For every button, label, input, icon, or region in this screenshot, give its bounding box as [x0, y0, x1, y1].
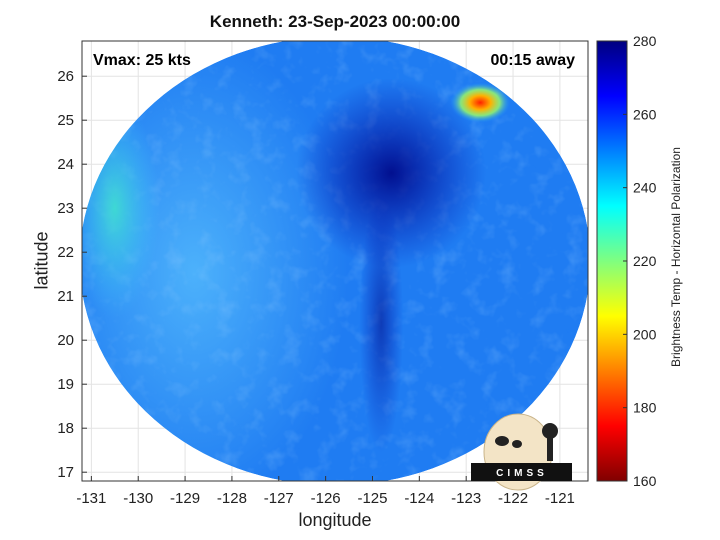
axes-frame	[81, 40, 589, 482]
x-tick-label: -122	[498, 490, 528, 507]
y-tick-label: 17	[57, 464, 74, 481]
swath	[82, 41, 588, 481]
y-tick-label: 24	[57, 156, 74, 173]
y-tick-label: 25	[57, 112, 74, 129]
x-tick-label: -126	[311, 490, 341, 507]
colorbar-tick-label: 220	[633, 253, 657, 269]
y-tick-label: 21	[57, 288, 74, 305]
y-tick-label: 22	[57, 244, 74, 261]
water-tower-stem	[547, 437, 553, 461]
logo-text: CIMSS	[496, 468, 548, 479]
colorbar-tick-label: 240	[633, 180, 657, 196]
satellite-dish-small-icon	[512, 440, 522, 448]
x-tick-label: -127	[264, 490, 294, 507]
x-tick-label: -129	[170, 490, 200, 507]
cimss-logo: CIMSS	[471, 413, 572, 491]
x-tick-label: -125	[357, 490, 387, 507]
x-tick-label: -121	[545, 490, 575, 507]
colorbar: 160 180 200 220 240 260 280	[596, 33, 657, 489]
colorbar-tick-label: 160	[633, 473, 657, 489]
vmax-annotation: Vmax: 25 kts	[93, 52, 191, 69]
swath-field	[82, 41, 588, 481]
satellite-dish-icon	[495, 436, 509, 446]
warm-spot-feature	[450, 82, 511, 123]
y-tick-label: 19	[57, 376, 74, 393]
colorbar-tick-label: 280	[633, 33, 657, 49]
colorbar-tick-label: 260	[633, 106, 657, 122]
x-tick-label: -128	[217, 490, 247, 507]
y-tick-label: 20	[57, 332, 74, 349]
y-tick-label: 23	[57, 200, 74, 217]
y-tick-label: 26	[57, 68, 74, 85]
axes: -131 -130 -129 -128 -127 -126 -125 -124 -123 -122…	[57, 40, 589, 507]
x-axis-label: longitude	[298, 510, 372, 530]
x-tick-label: -130	[123, 490, 153, 507]
colorbar-tick-label: 180	[633, 400, 657, 416]
chart-title: Kenneth: 23-Sep-2023 00:00:00	[209, 12, 461, 31]
x-tick-label: -123	[451, 490, 481, 507]
colorbar-label: Brightness Temp - Horizontal Polarizatio…	[669, 147, 683, 367]
colorbar-scale	[596, 40, 628, 482]
x-tick-label: -124	[404, 490, 434, 507]
y-axis-label: latitude	[31, 231, 52, 290]
logo-banner	[471, 463, 572, 481]
x-ticks: -131 -130 -129 -128 -127 -126 -125 -124 -123 -122…	[76, 476, 575, 507]
cold-band-feature	[359, 193, 404, 453]
time-away-annotation: 00:15 away	[490, 52, 575, 69]
x-tick-label: -131	[76, 490, 106, 507]
water-tower-icon	[542, 423, 558, 439]
y-ticks: 17 18 19 20 21 22 23 24 25 26	[57, 68, 87, 481]
y-tick-label: 18	[57, 420, 74, 437]
colorbar-ticks: 160 180 200 220 240 260 280	[623, 33, 657, 489]
cold-core-feature	[296, 78, 487, 268]
colorbar-tick-label: 200	[633, 326, 657, 342]
